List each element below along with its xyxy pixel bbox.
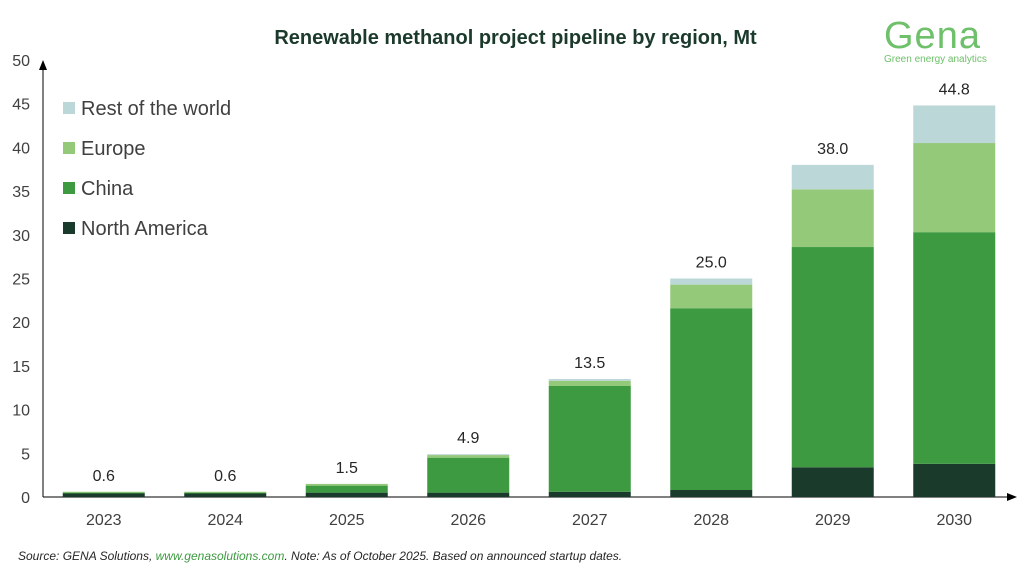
bar-segment-europe: [62, 491, 145, 493]
gena-logo: Gena Green energy analytics: [884, 16, 1008, 65]
bar-segment-rest-of-the-world: [913, 105, 996, 144]
bar-segment-china: [62, 492, 145, 494]
y-tick-label: 50: [12, 53, 30, 70]
y-tick-label: 35: [12, 184, 30, 201]
x-tick-label: 2023: [86, 512, 122, 529]
logo-wordmark: Gena: [884, 15, 981, 57]
bar-total-label: 0.6: [93, 468, 115, 485]
y-tick-label: 5: [21, 446, 30, 463]
legend-label: Europe: [81, 138, 146, 160]
x-tick-label: 2028: [693, 512, 729, 529]
bar-total-label: 13.5: [574, 355, 605, 372]
x-tick-label: 2026: [450, 512, 486, 529]
bar-segment-europe: [791, 189, 874, 248]
bar-segment-north-america: [184, 493, 267, 497]
x-tick-label: 2024: [207, 512, 243, 529]
legend-label: North America: [81, 218, 209, 240]
y-tick-label: 25: [12, 272, 30, 289]
chart-title: Renewable methanol project pipeline by r…: [274, 27, 757, 49]
bar-segment-rest-of-the-world: [427, 454, 510, 456]
y-tick-label: 45: [12, 97, 30, 114]
bar-segment-europe: [670, 284, 753, 309]
bar-segment-china: [791, 247, 874, 468]
bar-total-label: 38.0: [817, 141, 848, 158]
bar-total-label: 4.9: [457, 430, 479, 447]
x-tick-label: 2029: [815, 512, 851, 529]
bar-segment-europe: [184, 491, 267, 493]
legend-label: Rest of the world: [81, 98, 231, 120]
y-tick-label: 20: [12, 315, 30, 332]
bar-segment-rest-of-the-world: [548, 379, 631, 381]
source-suffix: . Note: As of October 2025. Based on ann…: [284, 549, 623, 563]
x-tick-label: 2027: [572, 512, 608, 529]
bar-segment-north-america: [670, 490, 753, 497]
bar-segment-china: [305, 485, 388, 493]
bar-segment-china: [184, 492, 267, 494]
bar-total-label: 44.8: [939, 81, 970, 98]
y-axis-arrow: [39, 60, 47, 70]
bar-segment-north-america: [548, 491, 631, 497]
bar-segment-rest-of-the-world: [670, 278, 753, 285]
bar-segment-europe: [427, 455, 510, 458]
source-link[interactable]: www.genasolutions.com: [155, 549, 285, 563]
legend-label: China: [81, 178, 134, 200]
bar-segment-north-america: [913, 463, 996, 497]
bar-total-label: 0.6: [214, 468, 236, 485]
legend-swatch: [63, 142, 75, 154]
y-tick-label: 0: [21, 490, 30, 507]
bar-segment-china: [913, 232, 996, 464]
y-tick-label: 15: [12, 359, 30, 376]
bars: 0.6 0.6 1.5 4.9 13.5 25.0 38.0 44.8: [62, 81, 996, 497]
legend: Rest of the world Europe China North Americ…: [63, 98, 231, 240]
bar-total-label: 25.0: [696, 255, 727, 272]
y-tick-label: 30: [12, 228, 30, 245]
bar-segment-europe: [305, 483, 388, 486]
bar-segment-north-america: [427, 492, 510, 497]
bar-segment-north-america: [791, 467, 874, 497]
logo-tagline: Green energy analytics: [884, 54, 987, 65]
bar-segment-north-america: [62, 493, 145, 497]
y-tick-label: 40: [12, 140, 30, 157]
bar-total-label: 1.5: [336, 460, 358, 477]
legend-swatch: [63, 102, 75, 114]
y-tick-label: 10: [12, 403, 30, 420]
legend-swatch: [63, 222, 75, 234]
bar-segment-north-america: [305, 492, 388, 497]
x-tick-label: 2025: [329, 512, 365, 529]
x-tick-label: 2030: [936, 512, 972, 529]
bar-segment-rest-of-the-world: [791, 164, 874, 190]
bar-segment-europe: [548, 380, 631, 387]
legend-swatch: [63, 182, 75, 194]
bar-segment-china: [670, 308, 753, 491]
bar-segment-china: [548, 386, 631, 492]
source-note: Source: GENA Solutions, www.genasolution…: [18, 549, 622, 563]
bar-segment-europe: [913, 143, 996, 233]
bar-segment-china: [427, 457, 510, 493]
source-prefix: Source: GENA Solutions,: [18, 549, 156, 563]
x-axis-arrow: [1007, 493, 1017, 501]
